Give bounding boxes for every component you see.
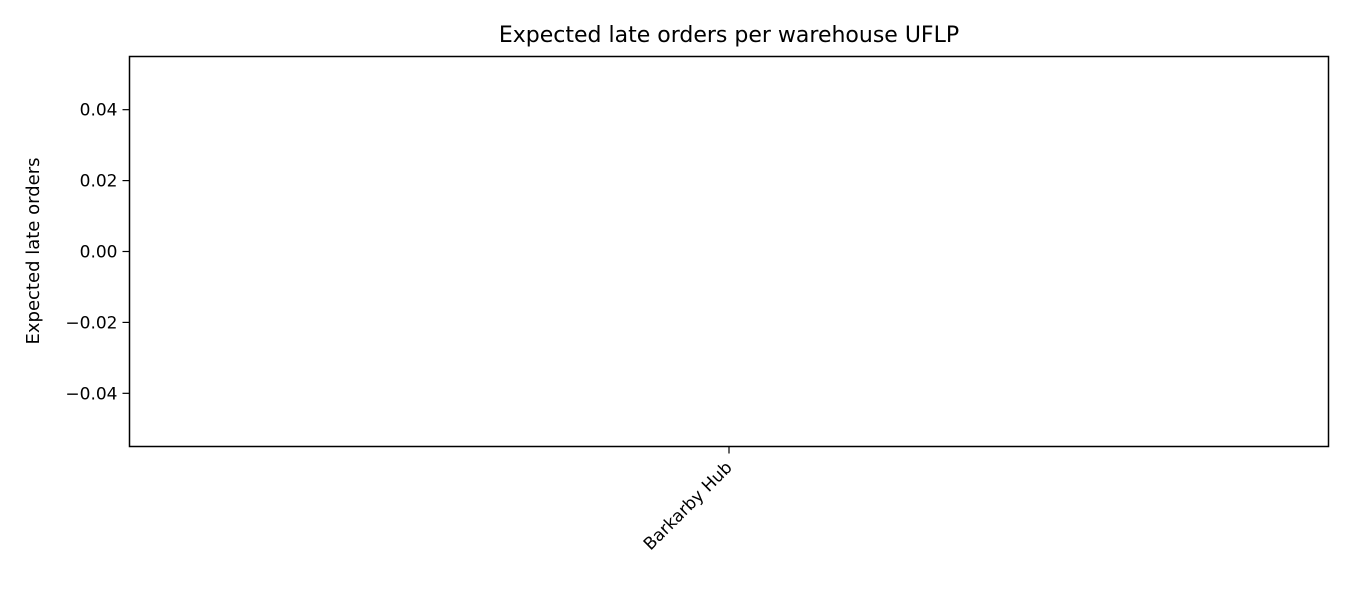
y-tick-label: 0.02 (80, 172, 118, 192)
x-axis-ticks: Barkarby Hub (640, 446, 737, 555)
plot-area (128, 55, 1330, 448)
chart-title: Expected late orders per warehouse UFLP (499, 23, 959, 48)
y-tick-label: −0.04 (65, 384, 117, 404)
y-tick-label: 0.00 (80, 243, 118, 263)
y-axis-label: Expected late orders (23, 158, 44, 345)
y-tick-label: 0.04 (80, 101, 118, 121)
y-tick-label: −0.02 (65, 313, 117, 333)
x-tick-label: Barkarby Hub (640, 458, 737, 555)
y-axis-ticks: −0.04 −0.02 0.00 0.02 0.04 (65, 101, 130, 404)
